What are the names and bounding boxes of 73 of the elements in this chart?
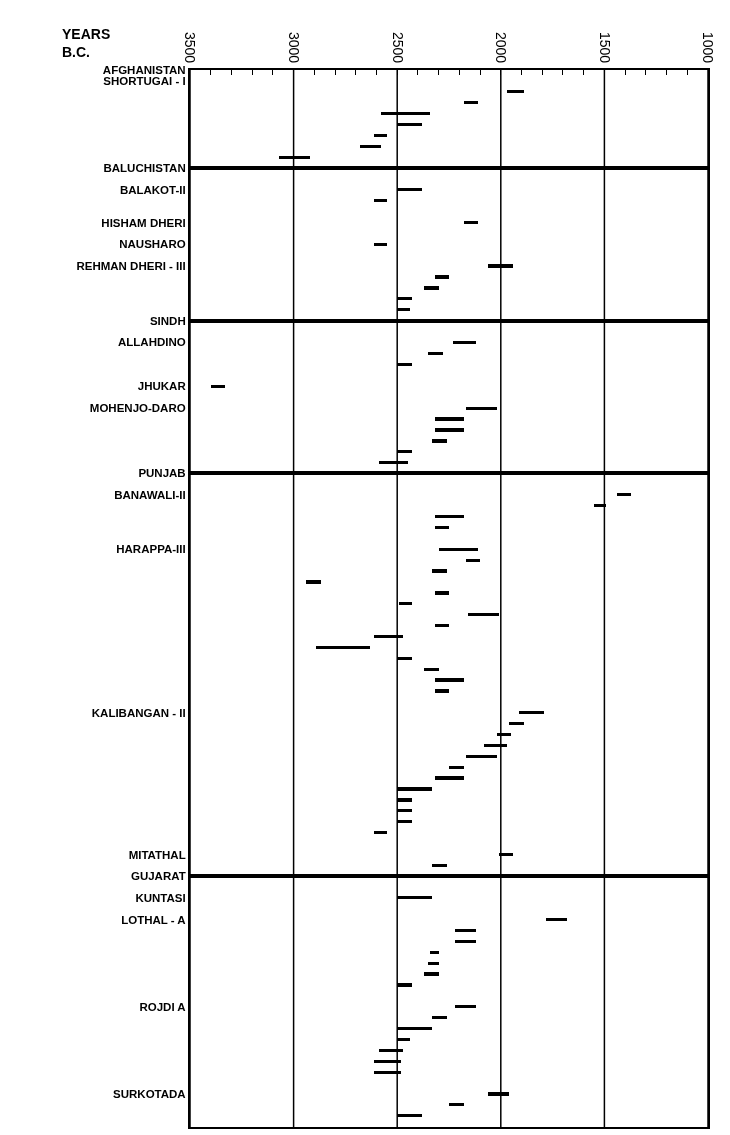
y-tick-label: BANAWALI-II [114,489,186,501]
bar [428,962,439,966]
y-tick-label: ROJDI A [139,1001,186,1014]
y-tick-label: REHMAN DHERI - III [76,260,186,273]
bar [430,951,439,955]
bar [435,515,464,519]
bar [374,134,387,137]
y-tick-label: MITATHAL [128,848,186,861]
y-tick-label: HISHAM DHERI [101,216,186,229]
y-tick-label: PUNJAB [138,467,186,480]
bar [464,101,478,104]
bar [455,940,476,944]
bar [428,351,443,355]
y-tick-label: NAUSHARO [119,238,186,251]
bar [546,918,567,922]
y-tick-label: JHUKAR [137,380,187,393]
bar [435,526,449,530]
bar [306,580,321,585]
bar [435,689,449,694]
bar [435,678,464,683]
x-tick-label: 2500 [389,31,406,64]
bar [435,427,464,432]
y-tick-label: SINDH [149,314,186,327]
bar [466,755,497,759]
y-tick-label: ALLAHDINO [117,336,186,349]
y-tick-label: KUNTASI [135,892,186,905]
bar [424,286,439,291]
bar [453,340,476,344]
bar [432,569,447,574]
x-axis-title: YEARS B.C. [62,26,111,61]
bar [509,722,524,726]
bar [435,275,449,280]
bar [449,766,464,770]
bar [466,559,480,563]
bar [439,548,478,552]
bar [424,972,439,977]
x-tick-label: 3000 [286,31,303,64]
bar [316,646,370,650]
bar [424,668,439,672]
x-tick-label: 1500 [596,31,613,64]
y-tick-label: AFGHANISTAN [102,64,186,77]
bar [435,416,464,421]
y-tick-label: BALAKOT-II [119,183,186,196]
bar [519,711,544,715]
x-tick-label: 3500 [182,31,199,64]
bar [374,831,387,835]
y-tick-label: BALUCHISTAN [103,162,186,175]
bar [507,90,524,93]
y-tick-label: GUJARAT [130,870,186,883]
y-tick-label: HARAPPA-III [116,543,186,556]
bar [435,591,449,596]
bar [455,1005,476,1009]
y-tick-label: LOTHAL - A [121,913,186,926]
y-tick-label: MOHENJO-DARO [89,401,186,414]
bar [432,438,447,443]
bar [464,221,478,225]
bar [435,624,449,628]
bar [435,776,464,781]
y-tick-label: KALIBANGAN - II [91,706,186,719]
bar [432,1016,447,1020]
bar [211,384,225,388]
x-tick-label: 2000 [493,31,510,64]
bar [374,199,387,203]
bar [617,493,631,497]
bar [374,243,387,247]
bar [466,406,497,410]
x-tick-label: 1000 [700,31,717,64]
y-tick-label: SHORTUGAI - I [103,74,186,87]
y-tick-label: SURKOTADA [113,1088,186,1101]
bar [449,1103,464,1107]
bar [360,145,381,148]
bar [455,929,476,933]
bar [432,864,447,868]
